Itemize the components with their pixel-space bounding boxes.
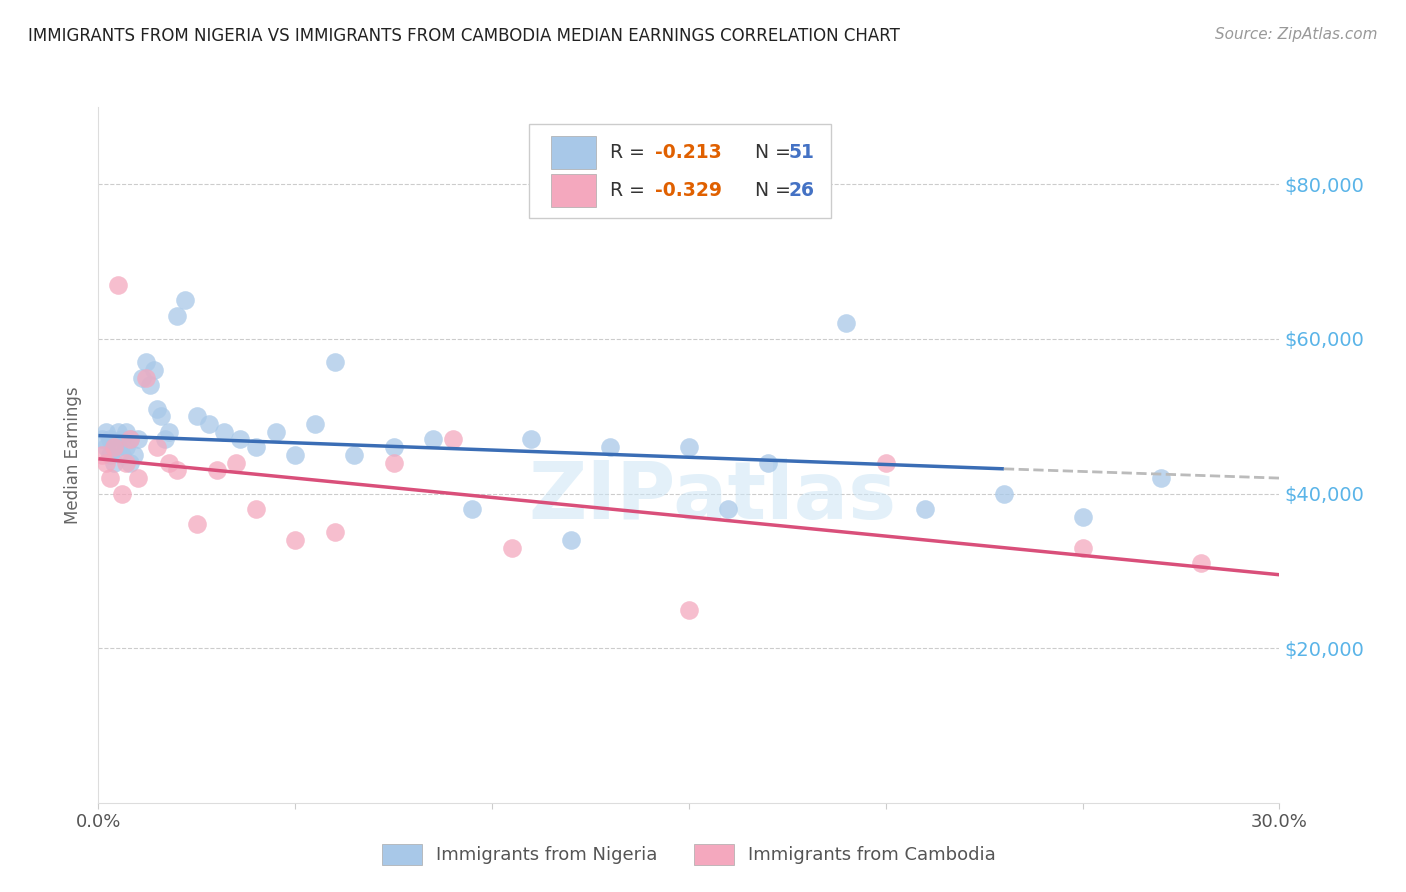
Point: [1071, 541, 1094, 555]
Point: [1150, 471, 1173, 485]
Point: [993, 486, 1015, 500]
Point: [98, 471, 121, 485]
Point: [186, 517, 208, 532]
Point: [520, 433, 543, 447]
Point: [174, 293, 197, 308]
Point: [157, 425, 180, 439]
Point: [115, 425, 138, 439]
Point: [422, 433, 444, 447]
Point: [205, 463, 228, 477]
Point: [599, 440, 621, 454]
Point: [382, 440, 405, 454]
Point: [107, 425, 129, 439]
Point: [155, 433, 177, 447]
Point: [91, 433, 114, 447]
Point: [107, 277, 129, 292]
Text: IMMIGRANTS FROM NIGERIA VS IMMIGRANTS FROM CAMBODIA MEDIAN EARNINGS CORRELATION : IMMIGRANTS FROM NIGERIA VS IMMIGRANTS FR…: [28, 27, 900, 45]
Point: [717, 502, 740, 516]
FancyBboxPatch shape: [551, 136, 596, 169]
Point: [150, 409, 173, 424]
Y-axis label: Median Earnings: Median Earnings: [65, 386, 83, 524]
Point: [111, 448, 134, 462]
Legend: Immigrants from Nigeria, Immigrants from Cambodia: Immigrants from Nigeria, Immigrants from…: [373, 835, 1005, 874]
Point: [91, 448, 114, 462]
Point: [323, 355, 346, 369]
Point: [103, 440, 125, 454]
Point: [245, 502, 267, 516]
Point: [111, 486, 134, 500]
Text: 26: 26: [789, 181, 814, 200]
Point: [131, 370, 153, 384]
Text: 51: 51: [789, 143, 814, 161]
Point: [146, 440, 169, 454]
Point: [142, 363, 165, 377]
Point: [461, 502, 484, 516]
Point: [146, 401, 169, 416]
Point: [111, 433, 134, 447]
Point: [197, 417, 219, 431]
Point: [115, 456, 138, 470]
Point: [118, 433, 141, 447]
Text: ZIPatlas: ZIPatlas: [529, 458, 897, 536]
Point: [107, 440, 129, 454]
Point: [118, 433, 141, 447]
Point: [678, 602, 700, 616]
Text: -0.329: -0.329: [655, 181, 721, 200]
Point: [166, 309, 188, 323]
Point: [914, 502, 936, 516]
Point: [103, 440, 125, 454]
Point: [501, 541, 523, 555]
Point: [96, 440, 118, 454]
Point: [875, 456, 897, 470]
Point: [678, 440, 700, 454]
Point: [245, 440, 267, 454]
Point: [115, 440, 138, 454]
Point: [138, 378, 160, 392]
Point: [264, 425, 287, 439]
Point: [166, 463, 188, 477]
Point: [96, 456, 118, 470]
Point: [441, 433, 464, 447]
Point: [229, 433, 252, 447]
FancyBboxPatch shape: [551, 174, 596, 207]
Point: [214, 425, 236, 439]
Text: R =: R =: [610, 143, 651, 161]
Point: [304, 417, 326, 431]
Point: [127, 471, 149, 485]
Point: [98, 448, 121, 462]
Point: [186, 409, 208, 424]
Text: N =: N =: [744, 143, 797, 161]
Point: [225, 456, 247, 470]
Point: [103, 456, 125, 470]
Point: [157, 456, 180, 470]
Point: [560, 533, 582, 547]
Point: [135, 355, 157, 369]
Point: [835, 317, 858, 331]
Text: -0.213: -0.213: [655, 143, 721, 161]
Point: [122, 448, 145, 462]
Point: [98, 433, 121, 447]
Point: [135, 370, 157, 384]
Point: [343, 448, 366, 462]
Point: [284, 448, 307, 462]
FancyBboxPatch shape: [530, 124, 831, 219]
Point: [284, 533, 307, 547]
Point: [1189, 556, 1212, 570]
Point: [118, 456, 141, 470]
Text: Source: ZipAtlas.com: Source: ZipAtlas.com: [1215, 27, 1378, 42]
Text: N =: N =: [744, 181, 797, 200]
Text: R =: R =: [610, 181, 651, 200]
Point: [323, 525, 346, 540]
Point: [756, 456, 779, 470]
Point: [96, 425, 118, 439]
Point: [127, 433, 149, 447]
Point: [1071, 509, 1094, 524]
Point: [382, 456, 405, 470]
